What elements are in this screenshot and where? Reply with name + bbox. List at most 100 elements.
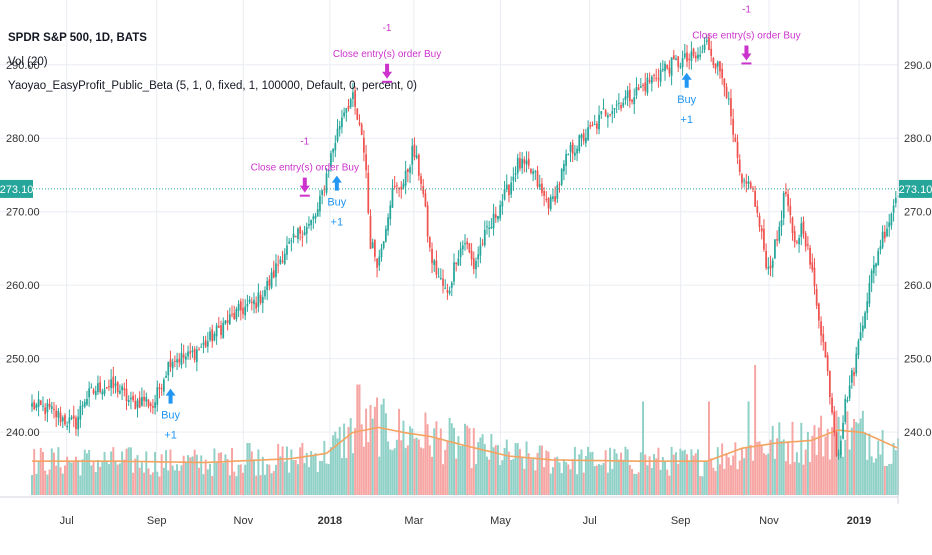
candle-body: [303, 232, 306, 236]
candle-body: [732, 118, 735, 135]
volume-bar: [455, 458, 458, 495]
candle-body: [822, 333, 825, 343]
time-tick-label: 2018: [318, 515, 342, 527]
candle-body: [88, 388, 91, 398]
candle-body: [336, 128, 339, 141]
candle-body: [472, 258, 475, 269]
volume-bar: [793, 461, 796, 495]
volume-indicator-label[interactable]: Vol (20): [8, 56, 48, 68]
strategy-indicator-label[interactable]: Yaoyao_EasyProfit_Public_Beta (5, 1, 0, …: [8, 80, 417, 92]
volume-bar: [393, 448, 396, 495]
candle-body: [239, 301, 242, 311]
symbol-title[interactable]: SPDR S&P 500, 1D, BATS: [8, 32, 147, 44]
volume-bar: [343, 423, 346, 495]
candle-body: [277, 264, 280, 266]
volume-bar: [354, 428, 357, 495]
candle-body: [796, 241, 798, 243]
candle-body: [345, 108, 348, 113]
volume-bar: [650, 467, 653, 495]
candle-body: [585, 137, 587, 144]
volume-bar: [589, 452, 592, 495]
volume-bar: [637, 472, 640, 495]
volume-bar: [259, 475, 262, 495]
volume-bar: [450, 423, 453, 495]
volume-bar: [534, 470, 537, 495]
volume-bar: [88, 449, 91, 495]
candle-body: [730, 98, 732, 117]
volume-bar: [483, 444, 486, 495]
volume-bar: [446, 441, 449, 495]
candle-body: [46, 403, 49, 413]
volume-bar: [672, 454, 675, 495]
volume-bar: [44, 470, 47, 495]
volume-bar: [549, 473, 552, 495]
candle-body: [859, 332, 862, 341]
candle-body: [760, 228, 763, 232]
volume-bar: [431, 456, 434, 495]
candle-body: [868, 283, 871, 304]
candle-body: [848, 385, 851, 399]
candle-body: [527, 158, 530, 166]
volume-bar: [409, 426, 412, 495]
candle-body: [365, 154, 367, 171]
candle-body: [206, 341, 209, 347]
candle-body: [727, 98, 730, 100]
volume-bar: [406, 445, 409, 495]
candle-body: [815, 289, 818, 306]
volume-bar: [428, 445, 431, 495]
volume-bar: [670, 446, 673, 495]
candle-body: [426, 205, 429, 237]
volume-bar: [400, 440, 403, 495]
candle-body: [738, 159, 741, 172]
volume-bar: [200, 455, 203, 495]
candle-body: [149, 403, 152, 407]
volume-bar: [683, 449, 686, 495]
volume-bar: [296, 464, 299, 495]
candle-body: [352, 92, 354, 100]
volume-bar: [470, 468, 473, 495]
price-tick-label: 270.00: [904, 207, 932, 219]
candle-body: [523, 159, 526, 164]
candle-body: [283, 253, 286, 264]
candle-body: [844, 398, 847, 422]
candle-body: [261, 296, 264, 304]
volume-bar: [59, 467, 62, 495]
volume-bar: [795, 452, 798, 495]
volume-bar: [677, 463, 680, 495]
volume-bar: [633, 473, 636, 495]
candle-body: [347, 105, 350, 109]
candle-body: [494, 214, 497, 218]
candle-body: [453, 262, 455, 282]
volume-bar: [169, 449, 172, 495]
price-axis-right: 290.00 280.00 270.00 260.00 250.00 240.00: [897, 0, 932, 504]
volume-bar: [472, 428, 475, 495]
price-tick-label: 270.00: [6, 207, 40, 219]
candle-body: [624, 96, 627, 100]
volume-bar: [461, 445, 464, 495]
candle-body: [187, 351, 189, 357]
volume-bar: [573, 446, 576, 495]
candle-body: [576, 148, 578, 154]
volume-bar: [890, 463, 893, 495]
candle-body: [369, 215, 372, 249]
volume-bar: [861, 410, 864, 495]
candle-body: [569, 144, 572, 152]
volume-bar: [327, 464, 330, 495]
candle-body: [176, 359, 178, 363]
candle-body: [492, 213, 495, 229]
candle-body: [292, 233, 295, 238]
volume-bar: [151, 472, 154, 495]
candle-body: [725, 86, 728, 98]
candle-body: [79, 405, 82, 420]
volume-bar: [321, 460, 324, 495]
volume-bar: [883, 465, 886, 495]
volume-bar: [134, 458, 137, 495]
candle-body: [105, 387, 108, 389]
candle-body: [802, 221, 805, 234]
candle-body: [749, 182, 752, 189]
candle-body: [510, 182, 513, 195]
volume-bar: [55, 465, 58, 495]
volume-bar: [496, 445, 499, 495]
